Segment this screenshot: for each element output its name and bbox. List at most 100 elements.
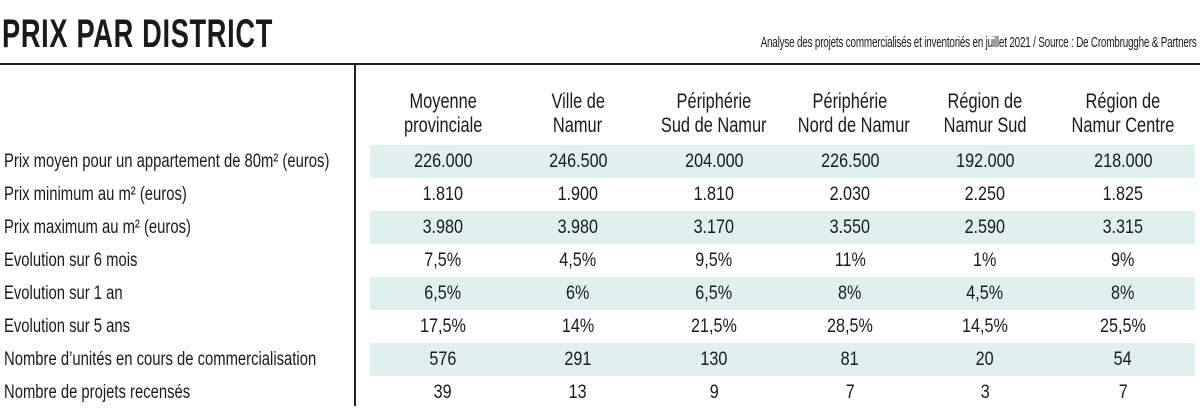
column-header-line: Namur (553, 114, 603, 137)
table-cell: 8% (1055, 283, 1191, 305)
cell-value: 20 (976, 349, 994, 370)
table-cell: 3.980 (375, 217, 511, 239)
cell-value: 3.170 (693, 217, 735, 238)
table-cell: 1.900 (510, 184, 646, 206)
row-label: Evolution sur 6 mois (4, 250, 138, 271)
cell-value: 1.810 (422, 184, 464, 205)
column-header-line: Région de (947, 90, 1023, 113)
table-row: Prix minimum au m² (euros) 1.810 1.900 1.81… (0, 178, 1200, 211)
cell-value: 54 (1114, 349, 1132, 370)
cell-value: 192.000 (955, 151, 1015, 172)
table-cell: 7 (1055, 382, 1191, 404)
table-cell: 2.590 (917, 217, 1053, 239)
column-header: Moyenne provinciale (375, 90, 511, 138)
cell-value: 6,5% (695, 283, 733, 304)
table-cell: 291 (510, 349, 646, 371)
table-cell: 1.825 (1055, 184, 1191, 206)
table-cell: 39 (375, 382, 511, 404)
table-cell: 2.030 (782, 184, 918, 206)
table-cell: 6% (510, 283, 646, 305)
column-header: Région de Namur Centre (1055, 90, 1191, 138)
cell-value: 2.590 (964, 217, 1006, 238)
page-title: PRIX PAR DISTRICT (2, 12, 273, 56)
table-cell: 192.000 (917, 151, 1053, 173)
table-cell: 4,5% (510, 250, 646, 272)
row-label: Prix minimum au m² (euros) (4, 184, 187, 205)
cell-value: 218.000 (1093, 151, 1153, 172)
cell-value: 7,5% (424, 250, 462, 271)
column-header-line: Ville de (551, 90, 605, 113)
header-divider (0, 63, 1200, 65)
cell-value: 1.900 (557, 184, 599, 205)
cell-value: 3.980 (422, 217, 464, 238)
table-cell: 17,5% (375, 316, 511, 338)
cell-value: 1% (973, 250, 997, 271)
cell-value: 9,5% (695, 250, 733, 271)
label-column-divider (354, 64, 356, 406)
cell-value: 8% (838, 283, 862, 304)
cell-value: 226.500 (820, 151, 880, 172)
table-row: Evolution sur 5 ans 17,5% 14% 21,5% 28,5% 14,… (0, 310, 1200, 343)
row-label: Evolution sur 5 ans (4, 316, 131, 337)
cell-value: 291 (564, 349, 592, 370)
table-cell: 6,5% (375, 283, 511, 305)
table-cell: 13 (510, 382, 646, 404)
table-cell: 2.250 (917, 184, 1053, 206)
cell-value: 14% (561, 316, 595, 337)
cell-value: 3.315 (1102, 217, 1144, 238)
cell-value: 3.980 (557, 217, 599, 238)
table-cell: 3.980 (510, 217, 646, 239)
column-header: Ville de Namur (510, 90, 646, 138)
table-cell: 226.000 (375, 151, 511, 173)
table-cell: 20 (917, 349, 1053, 371)
cell-value: 2.030 (829, 184, 871, 205)
row-shading (370, 211, 1195, 244)
table-cell: 81 (782, 349, 918, 371)
column-header: Périphérie Nord de Namur (782, 90, 918, 138)
table-cell: 14% (510, 316, 646, 338)
table-cell: 1.810 (646, 184, 782, 206)
table-cell: 130 (646, 349, 782, 371)
table-cell: 11% (782, 250, 918, 272)
cell-value: 81 (841, 349, 859, 370)
column-header-line: Périphérie (676, 90, 752, 113)
cell-value: 4,5% (966, 283, 1004, 304)
table-cell: 1% (917, 250, 1053, 272)
cell-value: 2.250 (964, 184, 1006, 205)
cell-value: 3 (980, 382, 990, 403)
row-label: Prix maximum au m² (euros) (4, 217, 191, 238)
cell-value: 3.550 (829, 217, 871, 238)
cell-value: 7 (1118, 382, 1128, 403)
table-cell: 28,5% (782, 316, 918, 338)
cell-value: 21,5% (691, 316, 737, 337)
cell-value: 9 (709, 382, 719, 403)
table-cell: 8% (782, 283, 918, 305)
table-row: Evolution sur 1 an 6,5% 6% 6,5% 8% 4,5% 8% (0, 277, 1200, 310)
column-header: Région de Namur Sud (917, 90, 1053, 138)
cell-value: 4,5% (559, 250, 597, 271)
column-header-line: Sud de Namur (661, 114, 767, 137)
table-cell: 3.170 (646, 217, 782, 239)
table-cell: 4,5% (917, 283, 1053, 305)
cell-value: 1.825 (1102, 184, 1144, 205)
cell-value: 130 (700, 349, 728, 370)
table-cell: 246.500 (510, 151, 646, 173)
column-header-line: Région de (1085, 90, 1161, 113)
row-shading (370, 145, 1195, 178)
row-shading (370, 343, 1195, 376)
table-cell: 14,5% (917, 316, 1053, 338)
table-cell: 204.000 (646, 151, 782, 173)
table-cell: 3 (917, 382, 1053, 404)
cell-value: 246.500 (548, 151, 608, 172)
column-header-line: Namur Sud (943, 114, 1027, 137)
column-header-line: Namur Centre (1071, 114, 1175, 137)
cell-value: 39 (434, 382, 452, 403)
row-label: Nombre d’unités en cours de commercialis… (4, 349, 317, 370)
cell-value: 13 (569, 382, 587, 403)
cell-value: 226.000 (413, 151, 473, 172)
table-cell: 9% (1055, 250, 1191, 272)
cell-value: 1.810 (693, 184, 735, 205)
cell-value: 11% (834, 250, 866, 271)
column-header-line: Nord de Namur (797, 114, 910, 137)
table-cell: 54 (1055, 349, 1191, 371)
